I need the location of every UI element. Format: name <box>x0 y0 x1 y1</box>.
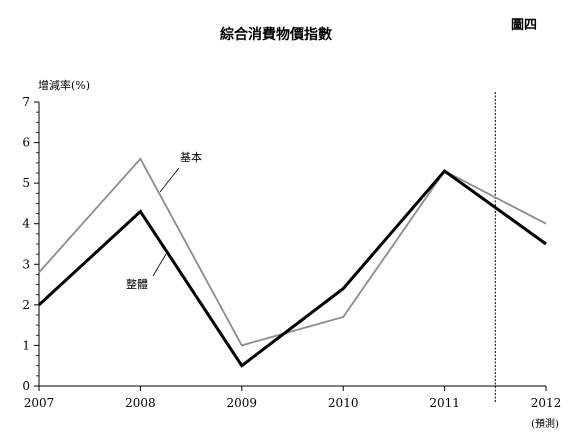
y-tick-label: 4 <box>22 217 30 231</box>
forecast-note: (預測) <box>531 417 559 430</box>
y-tick-label: 1 <box>22 338 30 352</box>
y-tick-label: 6 <box>22 136 30 150</box>
x-tick-label: 2010 <box>328 396 359 410</box>
series-line-core <box>38 157 547 347</box>
axes: 0 1 2 3 4 5 6 7 2007 2008 2009 2010 2011 2012 <box>22 95 561 410</box>
x-tick-label: 2009 <box>227 396 258 410</box>
y-tick-label: 0 <box>22 379 30 393</box>
series-group <box>37 157 547 368</box>
x-tick-label: 2011 <box>429 396 460 410</box>
y-axis-label: 增減率(%) <box>38 78 90 92</box>
figure-label: 圖四 <box>511 17 537 33</box>
series-label-core: 基本 <box>180 150 202 164</box>
x-tick-label: 2007 <box>24 396 55 410</box>
x-tick-label: 2012 <box>531 396 562 410</box>
core-leader-line <box>159 167 180 193</box>
y-tick-label: 2 <box>22 298 30 312</box>
chart-title: 綜合消費物價指數 <box>220 26 332 43</box>
series-label-overall: 整體 <box>126 277 148 291</box>
x-tick-label: 2008 <box>125 396 156 410</box>
y-tick-label: 5 <box>22 176 30 190</box>
y-tick-label: 7 <box>22 95 30 109</box>
y-tick-label: 3 <box>22 257 30 271</box>
overall-leader-line <box>152 253 167 277</box>
series-line-overall <box>37 168 547 368</box>
